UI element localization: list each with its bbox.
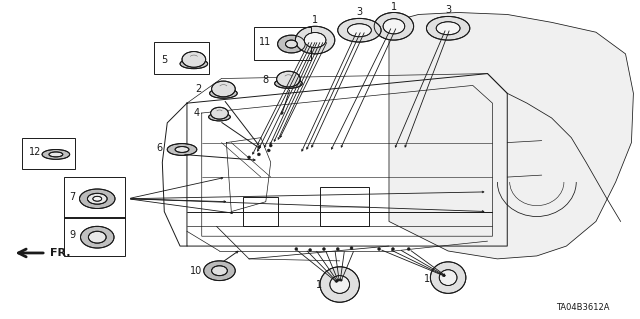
Ellipse shape — [49, 152, 63, 157]
Ellipse shape — [211, 107, 228, 119]
Text: 2: 2 — [195, 84, 202, 94]
Circle shape — [407, 248, 410, 250]
Circle shape — [336, 248, 339, 250]
Ellipse shape — [330, 276, 349, 293]
Ellipse shape — [276, 71, 300, 87]
Bar — [254, 27, 311, 60]
Text: 5: 5 — [161, 55, 168, 65]
Circle shape — [308, 249, 312, 251]
Circle shape — [268, 149, 270, 152]
Ellipse shape — [285, 40, 298, 48]
Ellipse shape — [204, 261, 236, 281]
Ellipse shape — [338, 19, 381, 42]
Ellipse shape — [439, 270, 457, 286]
Text: 10: 10 — [189, 266, 202, 276]
Ellipse shape — [212, 81, 236, 97]
Ellipse shape — [88, 193, 107, 204]
Circle shape — [392, 248, 394, 250]
Text: 3: 3 — [445, 5, 451, 15]
Ellipse shape — [212, 266, 227, 276]
Ellipse shape — [383, 19, 404, 34]
Ellipse shape — [304, 33, 326, 48]
Bar — [320, 187, 369, 226]
Circle shape — [269, 144, 272, 147]
Ellipse shape — [182, 52, 205, 67]
Text: 4: 4 — [194, 108, 200, 118]
Ellipse shape — [167, 144, 197, 155]
Ellipse shape — [430, 262, 466, 293]
Ellipse shape — [175, 146, 189, 152]
Ellipse shape — [296, 26, 335, 54]
Circle shape — [248, 156, 250, 159]
Circle shape — [350, 247, 353, 249]
Text: FR.: FR. — [50, 248, 70, 258]
Text: 11: 11 — [259, 37, 271, 47]
Ellipse shape — [42, 150, 70, 160]
Ellipse shape — [426, 17, 470, 40]
Text: 1: 1 — [424, 274, 430, 284]
Bar — [22, 138, 75, 169]
Circle shape — [295, 248, 298, 250]
Text: 9: 9 — [70, 230, 76, 240]
Ellipse shape — [79, 189, 115, 209]
Text: 7: 7 — [70, 192, 76, 202]
Ellipse shape — [180, 59, 207, 69]
Text: 1: 1 — [391, 2, 397, 11]
Ellipse shape — [209, 113, 230, 121]
Ellipse shape — [93, 196, 102, 201]
Text: 1: 1 — [316, 280, 322, 291]
Ellipse shape — [81, 226, 114, 248]
Ellipse shape — [210, 88, 237, 98]
Text: 1: 1 — [312, 15, 318, 25]
Ellipse shape — [374, 12, 413, 40]
Text: 12: 12 — [29, 147, 42, 158]
Bar — [64, 217, 125, 256]
Circle shape — [323, 248, 325, 250]
Text: TA04B3612A: TA04B3612A — [557, 303, 610, 312]
Ellipse shape — [436, 22, 460, 35]
Text: 3: 3 — [356, 7, 362, 18]
Bar — [243, 197, 278, 226]
Ellipse shape — [275, 78, 302, 88]
Circle shape — [378, 248, 381, 250]
Ellipse shape — [88, 231, 106, 243]
Text: 6: 6 — [156, 143, 163, 152]
Bar — [64, 177, 125, 219]
Circle shape — [257, 153, 260, 156]
Bar — [154, 42, 209, 74]
Ellipse shape — [320, 267, 360, 302]
Text: 8: 8 — [262, 75, 269, 85]
Ellipse shape — [348, 24, 371, 37]
Polygon shape — [389, 12, 634, 259]
Ellipse shape — [278, 35, 305, 53]
